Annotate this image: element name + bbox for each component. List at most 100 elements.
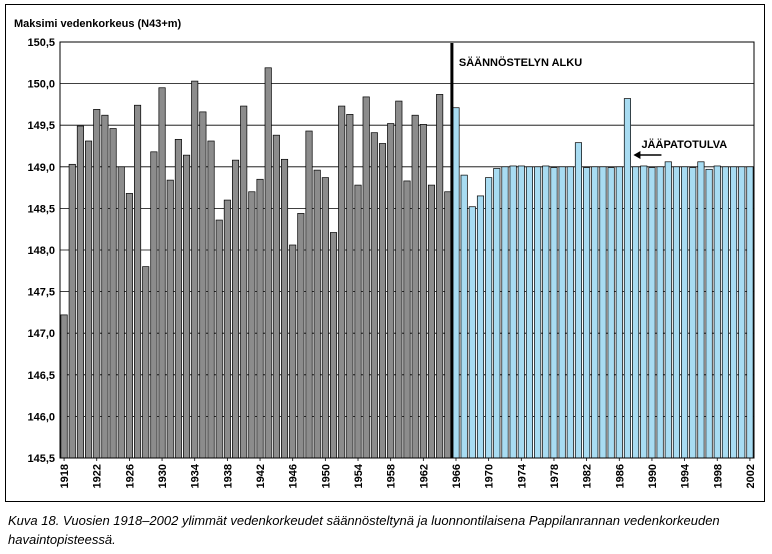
x-tick-label: 1962: [418, 464, 430, 488]
x-tick-label: 1978: [549, 464, 561, 488]
bar-1994: [681, 166, 689, 459]
bar-2000: [730, 166, 738, 459]
ice-jam-label: JÄÄPATOTULVA: [641, 138, 727, 151]
bar-1945: [280, 158, 289, 459]
bar-1956: [370, 132, 378, 459]
bar-1955: [362, 96, 370, 459]
x-tick-label: 1994: [680, 463, 692, 488]
bar-1923: [101, 114, 109, 459]
bar-1977: [542, 165, 550, 459]
bar-1926: [125, 193, 133, 459]
x-tick-label: 1950: [320, 464, 332, 488]
x-tick-label: 1938: [222, 464, 234, 488]
bar-1971: [493, 168, 501, 459]
bar-1938: [223, 199, 231, 459]
bar-1990: [648, 167, 656, 459]
y-tick-label: 148,0: [27, 245, 55, 257]
x-tick-label: 1998: [712, 464, 724, 488]
x-tick-label: 1942: [255, 464, 267, 488]
bar-1981: [574, 142, 582, 459]
bar-1919: [68, 163, 76, 459]
bar-1924: [109, 128, 117, 459]
bar-1967: [460, 174, 468, 459]
bar-1968: [468, 206, 476, 459]
bar-1954: [354, 184, 362, 459]
bar-2002: [746, 166, 754, 459]
x-tick-label: 1954: [353, 463, 365, 488]
y-tick-label: 150,0: [27, 79, 55, 91]
axes: 145,5 146,0 146,5 147,0 147,5 148,0 148,5 149,0…: [27, 37, 756, 488]
bar-1979: [558, 166, 566, 459]
y-tick-label: 146,0: [27, 411, 55, 423]
bar-1976: [534, 166, 542, 459]
figure-caption: Kuva 18. Vuosien 1918–2002 ylimmät veden…: [8, 513, 720, 547]
bar-1959: [395, 100, 403, 459]
bar-1957: [378, 143, 387, 459]
bar-1944: [272, 134, 280, 459]
bar-1960: [403, 180, 411, 459]
annotations: SÄÄNNÖSTELYN ALKU JÄÄPATOTULVA: [450, 43, 727, 458]
bar-1933: [183, 154, 191, 459]
x-tick-label: 1918: [59, 464, 71, 488]
x-tick-label: 2002: [745, 464, 757, 488]
bar-1996: [697, 161, 705, 459]
y-tick-label: 148,5: [27, 203, 55, 215]
y-tick-label: 145,5: [27, 453, 55, 465]
bar-1964: [436, 94, 444, 459]
bar-1995: [689, 167, 697, 459]
y-tick-label: 149,5: [27, 120, 55, 132]
bar-1986: [615, 166, 623, 459]
bar-1925: [117, 166, 125, 459]
bar-1934: [191, 80, 199, 459]
bar-1939: [232, 159, 240, 459]
bar-1985: [607, 167, 615, 459]
water-level-chart: 145,5 146,0 146,5 147,0 147,5 148,0 148,5 149,0…: [14, 18, 757, 488]
bar-1975: [525, 166, 534, 459]
bar-1937: [215, 219, 223, 459]
x-tick-label: 1930: [157, 464, 169, 488]
x-tick-label: 1990: [647, 464, 659, 488]
plot-border: [59, 41, 755, 459]
bar-1989: [640, 165, 648, 459]
bar-1965: [444, 191, 452, 459]
bar-1927: [134, 104, 142, 459]
bar-1942: [256, 178, 264, 459]
x-tick-label: 1974: [516, 463, 528, 488]
figure-frame: 145,5 146,0 146,5 147,0 147,5 148,0 148,5 149,0…: [5, 4, 765, 502]
bar-1918: [60, 314, 68, 459]
bar-1922: [93, 109, 101, 459]
x-tick-label: 1982: [582, 464, 594, 488]
x-tick-label: 1934: [190, 463, 202, 488]
bar-1993: [672, 166, 680, 459]
bar-1948: [305, 130, 313, 459]
bar-1961: [411, 114, 419, 459]
x-tick-label: 1986: [614, 464, 626, 488]
bar-1952: [338, 105, 346, 459]
y-tick-label: 146,5: [27, 370, 55, 382]
bar-1998: [713, 165, 721, 459]
bar-1921: [85, 140, 93, 459]
x-tick-label: 1958: [386, 464, 398, 488]
bar-1932: [174, 138, 182, 459]
bar-1988: [632, 166, 640, 459]
bar-1974: [517, 165, 525, 459]
bar-1991: [656, 166, 664, 459]
bar-1969: [476, 195, 485, 459]
bar-1940: [240, 105, 248, 459]
bar-1997: [705, 168, 713, 459]
bar-1935: [199, 111, 207, 459]
x-tick-label: 1922: [92, 464, 104, 488]
x-tick-label: 1946: [288, 464, 300, 488]
bar-1958: [387, 123, 395, 459]
bar-1930: [158, 87, 166, 459]
bar-1947: [297, 213, 305, 459]
bar-1972: [501, 166, 509, 459]
bar-1984: [599, 166, 607, 459]
bar-1949: [313, 169, 321, 459]
y-tick-label: 147,5: [27, 287, 55, 299]
x-tick-label: 1966: [451, 464, 463, 488]
bar-1946: [289, 244, 297, 459]
bar-2001: [738, 166, 746, 459]
bar-1973: [509, 165, 517, 459]
bar-1943: [264, 67, 272, 459]
